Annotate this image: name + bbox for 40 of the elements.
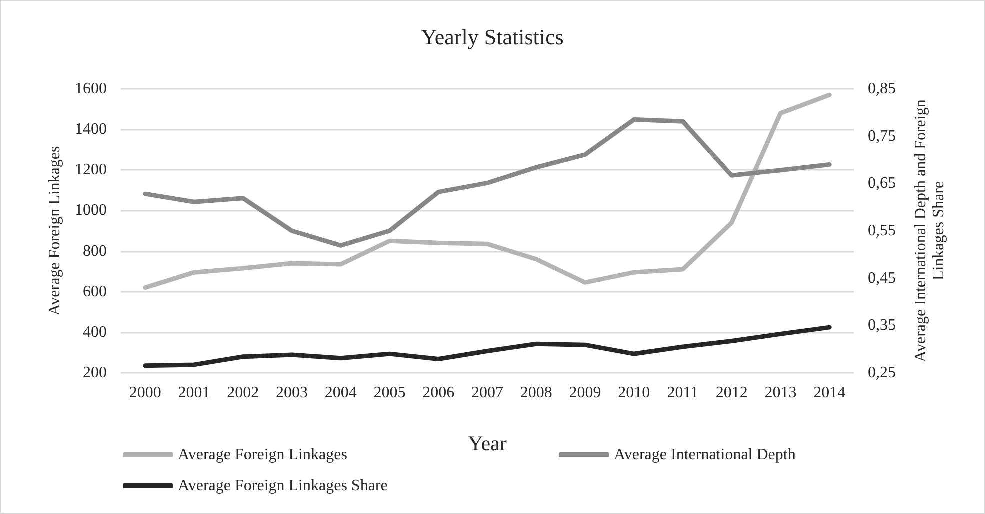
x-tick-label: 2011 bbox=[667, 384, 699, 402]
x-tick-label: 2007 bbox=[472, 384, 504, 402]
y-tick-label: 800 bbox=[83, 242, 107, 260]
x-tick-label: 2004 bbox=[324, 384, 357, 402]
y2-tick-label: 0,45 bbox=[868, 270, 896, 287]
x-tick-label: 2001 bbox=[178, 384, 210, 402]
x-axis-title: Year bbox=[468, 432, 507, 456]
y-tick-label: 1000 bbox=[75, 202, 107, 220]
y2-axis-title: Average International Depth and Foreign Linkages Share bbox=[912, 100, 948, 362]
x-tick-label: 2010 bbox=[618, 384, 650, 402]
y2-tick-label: 0,85 bbox=[868, 80, 896, 98]
x-tick-label: 2014 bbox=[814, 384, 846, 402]
y2-tick-label: 0,65 bbox=[868, 175, 896, 192]
y-axis-title: Average Foreign Linkages bbox=[46, 146, 64, 316]
x-tick-label: 2003 bbox=[276, 384, 308, 402]
line-series bbox=[143, 325, 832, 368]
line-series bbox=[143, 92, 832, 290]
legend-label: Average Foreign Linkages Share bbox=[178, 478, 388, 494]
x-tick-label: 2008 bbox=[520, 384, 552, 402]
x-tick-label: 2000 bbox=[129, 384, 162, 402]
y2-tick-label: 0,55 bbox=[868, 222, 896, 240]
y-tick-label: 600 bbox=[83, 283, 107, 300]
y2-tick-label: 0,75 bbox=[868, 128, 896, 145]
legend-label: Average Foreign Linkages bbox=[178, 446, 348, 464]
x-tick-label: 2012 bbox=[716, 384, 748, 402]
y2-tick-label: 0,35 bbox=[868, 317, 896, 334]
line-series bbox=[143, 118, 832, 248]
x-tick-label: 2005 bbox=[374, 384, 406, 402]
y-tick-label: 200 bbox=[83, 364, 107, 382]
y-tick-label: 1600 bbox=[75, 80, 107, 98]
y-tick-label: 1400 bbox=[75, 121, 107, 138]
x-tick-label: 2006 bbox=[422, 384, 455, 402]
y-tick-label: 400 bbox=[83, 324, 107, 341]
x-tick-label: 2002 bbox=[227, 384, 260, 402]
y2-tick-label: 0,25 bbox=[868, 364, 896, 382]
x-tick-label: 2013 bbox=[764, 384, 797, 402]
chart-title: Yearly Statistics bbox=[421, 24, 564, 50]
x-tick-label: 2009 bbox=[569, 384, 602, 402]
y-tick-label: 1200 bbox=[75, 162, 107, 179]
legend-label: Average International Depth bbox=[614, 446, 796, 464]
